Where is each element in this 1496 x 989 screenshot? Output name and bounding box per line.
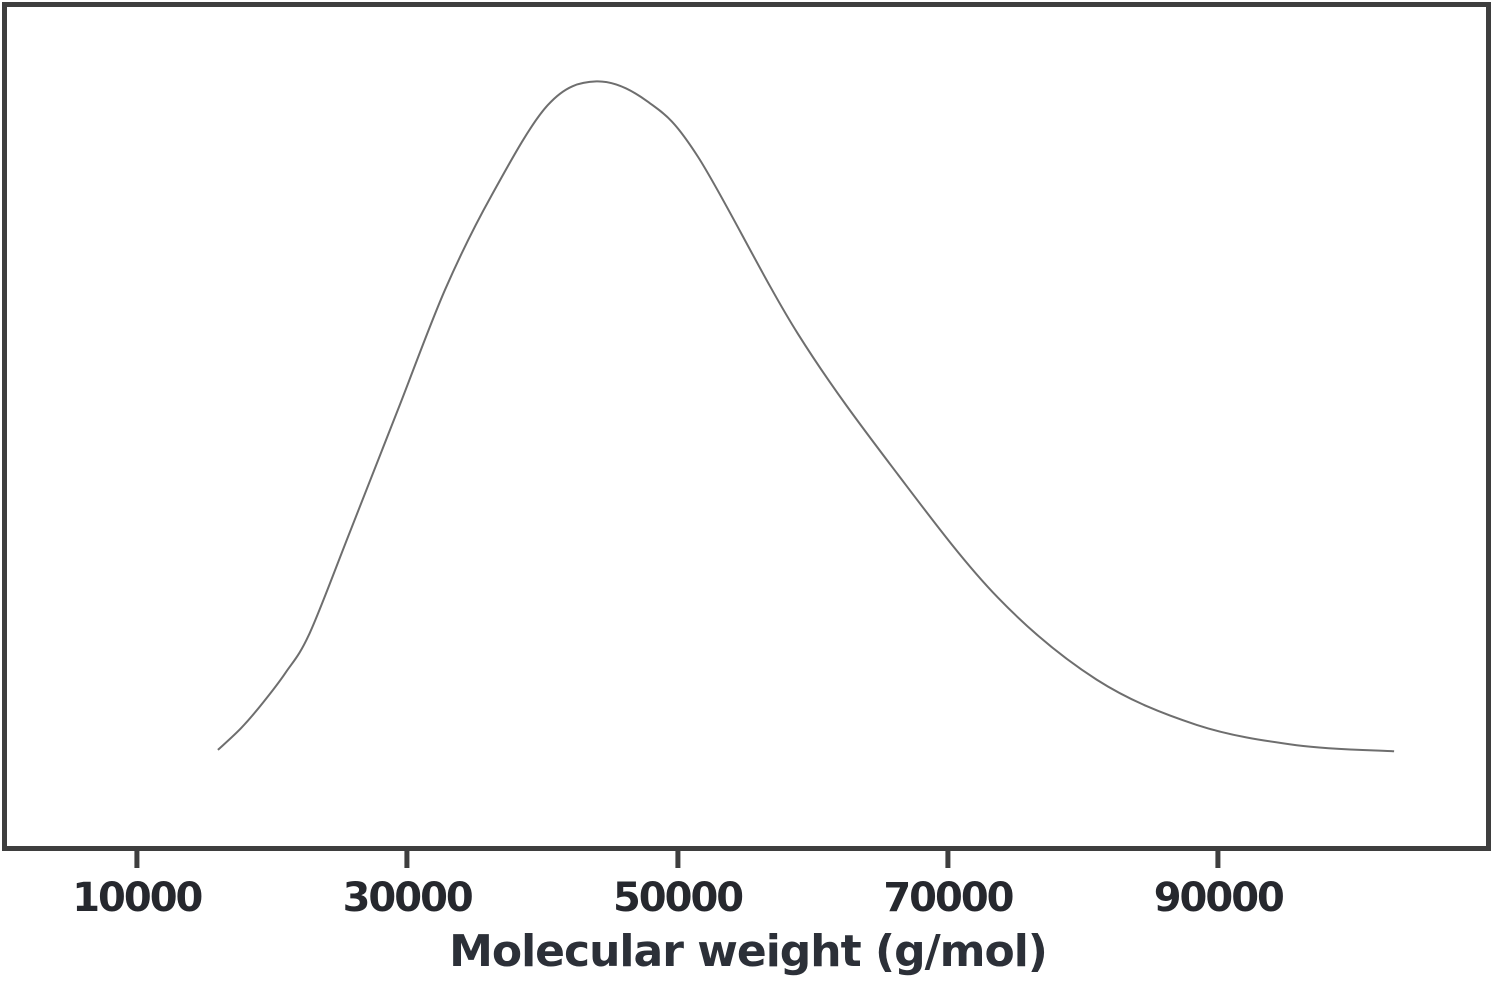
tick-label: 10000 [72,875,203,921]
distribution-curve [217,80,1395,753]
x-tick-50000: 50000 [612,851,744,921]
tick-label: 30000 [342,875,474,921]
x-tick-70000: 70000 [883,851,1015,921]
tick-mark [1215,851,1221,868]
plot-canvas [217,80,1395,753]
x-tick-90000: 90000 [1153,851,1285,921]
tick-mark [945,851,951,868]
tick-label: 90000 [1153,875,1285,921]
tick-mark [134,851,140,868]
tick-mark [675,851,681,868]
tick-label: 50000 [612,875,744,921]
x-axis-title: Molecular weight (g/mol) [449,926,1048,977]
tick-mark [404,851,410,868]
x-tick-10000: 10000 [72,851,203,921]
x-tick-30000: 30000 [342,851,474,921]
tick-label: 70000 [883,875,1014,921]
plot-area [2,2,1491,851]
